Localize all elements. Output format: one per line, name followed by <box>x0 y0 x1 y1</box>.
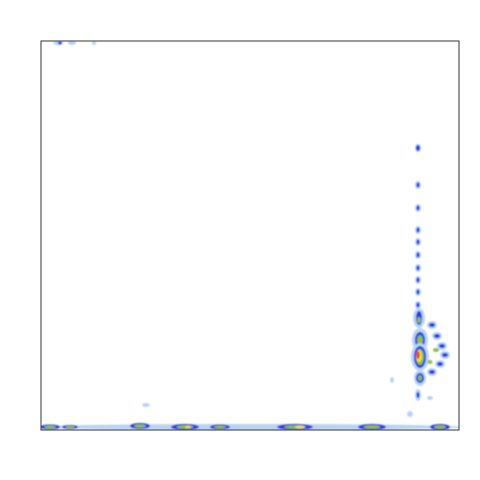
density-blob <box>416 227 420 233</box>
density-blob <box>416 351 420 359</box>
density-blob <box>434 334 440 338</box>
density-blob <box>427 360 433 364</box>
density-blob <box>418 375 422 381</box>
density-blob <box>416 182 420 188</box>
density-blob <box>214 425 226 429</box>
density-blob <box>185 425 191 429</box>
density-blob <box>427 396 433 400</box>
density-blob <box>58 41 62 45</box>
density-blob <box>417 317 421 323</box>
plot-frame <box>40 40 460 431</box>
density-blob <box>44 425 56 429</box>
density-blob <box>68 41 76 45</box>
density-blob <box>416 265 420 271</box>
density-blob <box>390 377 394 383</box>
density-blob <box>416 302 420 308</box>
density-blob <box>65 425 75 429</box>
density-blob <box>416 289 420 295</box>
density-blob <box>429 323 435 327</box>
density-blob <box>439 344 445 348</box>
density-blob <box>295 425 305 429</box>
density-blob <box>416 392 420 398</box>
density-blob <box>416 277 420 283</box>
density-layer <box>41 41 459 430</box>
density-blob <box>434 425 446 429</box>
density-blob <box>92 41 96 45</box>
density-blob <box>429 370 435 374</box>
density-blob <box>417 335 423 345</box>
density-blob <box>416 252 420 258</box>
density-blob <box>142 403 150 407</box>
density-blob <box>416 145 420 151</box>
density-blob <box>363 425 381 429</box>
density-blob <box>407 411 413 417</box>
density-blob <box>442 353 448 357</box>
density-blob <box>416 239 420 245</box>
density-blob <box>416 205 420 211</box>
density-blob <box>134 424 146 428</box>
density-blob <box>437 362 443 366</box>
density-blob <box>433 348 439 352</box>
density-blob <box>41 424 459 430</box>
